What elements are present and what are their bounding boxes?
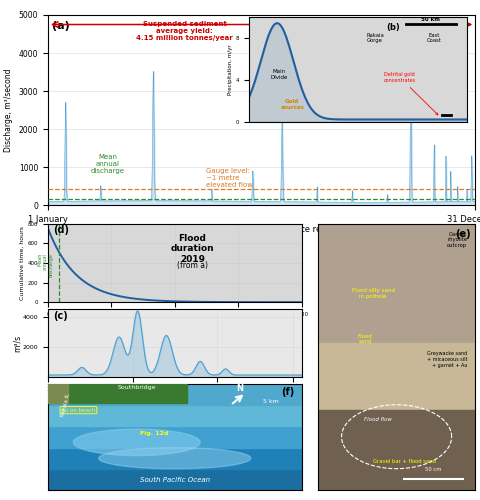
Bar bbox=[48, 384, 68, 403]
Text: Gauge level:
~1 metre
elevated flow: Gauge level: ~1 metre elevated flow bbox=[206, 168, 253, 188]
Bar bbox=[318, 224, 475, 344]
Bar bbox=[318, 410, 475, 490]
Text: (e): (e) bbox=[455, 229, 470, 239]
Text: (c): (c) bbox=[413, 106, 427, 115]
Bar bbox=[318, 344, 475, 410]
Text: Southbridge: Southbridge bbox=[118, 386, 156, 390]
Text: Mean
annual
discharge: Mean annual discharge bbox=[37, 253, 54, 277]
Text: Greywacke sand
+ micaceous silt
+ garnet + Au: Greywacke sand + micaceous silt + garnet… bbox=[427, 352, 468, 368]
Bar bbox=[48, 403, 301, 426]
Bar bbox=[48, 446, 301, 469]
Text: N: N bbox=[236, 384, 243, 394]
Text: (from a): (from a) bbox=[177, 260, 208, 270]
Text: Au on beach: Au on beach bbox=[61, 408, 96, 412]
Bar bbox=[48, 384, 188, 403]
Text: Suspended sediment
average yield:
4.15 million tonnes/year: Suspended sediment average yield: 4.15 m… bbox=[136, 20, 233, 40]
Ellipse shape bbox=[73, 429, 200, 456]
X-axis label: Rakaia River at Rakaia Gorge: 5 minute recording, 2019: Rakaia River at Rakaia Gorge: 5 minute r… bbox=[144, 226, 379, 234]
Bar bbox=[48, 466, 301, 490]
Text: Gravel bar + flood sand: Gravel bar + flood sand bbox=[373, 460, 436, 464]
Text: (a): (a) bbox=[52, 20, 70, 30]
Text: 50 cm: 50 cm bbox=[425, 468, 442, 472]
X-axis label: River discharge, m³/s: River discharge, m³/s bbox=[141, 318, 208, 324]
Text: 5 km: 5 km bbox=[263, 399, 279, 404]
Y-axis label: Discharge, m³/second: Discharge, m³/second bbox=[4, 68, 13, 152]
Text: (c): (c) bbox=[53, 311, 68, 321]
Text: Flood
sand: Flood sand bbox=[358, 334, 372, 344]
Text: (f): (f) bbox=[281, 387, 294, 397]
Bar bbox=[48, 382, 301, 405]
Text: Flood silty sand
in pothole: Flood silty sand in pothole bbox=[351, 288, 395, 299]
Y-axis label: Cumulative time, hours: Cumulative time, hours bbox=[20, 226, 25, 300]
X-axis label: Date: Date bbox=[167, 394, 183, 400]
Ellipse shape bbox=[99, 448, 251, 469]
Bar bbox=[48, 424, 301, 448]
Y-axis label: m³/s: m³/s bbox=[12, 334, 21, 351]
Text: (d): (d) bbox=[53, 225, 69, 235]
Text: Rakaia R.: Rakaia R. bbox=[60, 392, 72, 417]
Text: Mean
annual
discharge: Mean annual discharge bbox=[91, 154, 125, 174]
Text: South Pacific Ocean: South Pacific Ocean bbox=[140, 476, 210, 482]
Text: Flood
duration
2019: Flood duration 2019 bbox=[171, 234, 215, 264]
Text: Garnet
rhyolite
outcrop: Garnet rhyolite outcrop bbox=[447, 232, 468, 248]
Text: Fig. 12d: Fig. 12d bbox=[140, 431, 168, 436]
Text: Flood flow: Flood flow bbox=[364, 416, 392, 422]
